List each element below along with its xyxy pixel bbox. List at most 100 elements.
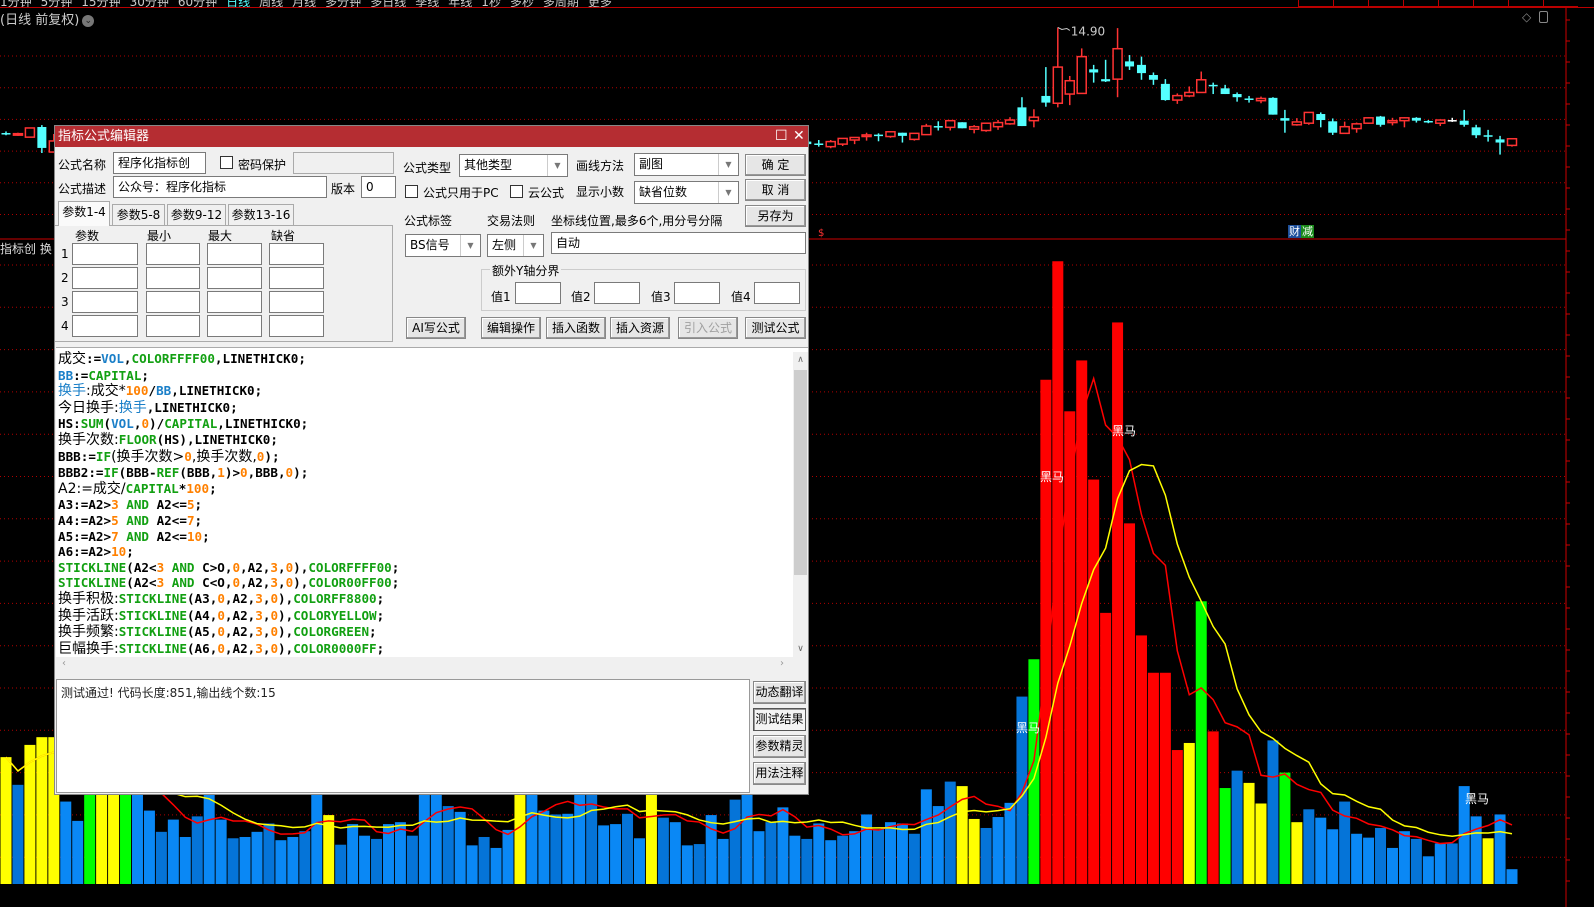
restore-icon[interactable]: ☐ <box>775 128 788 144</box>
period-tab[interactable]: 年线 <box>448 0 473 7</box>
code-editor[interactable]: 成交:=VOL,COLORFFFF00,LINETHICK0; BB:=CAPIT… <box>56 347 808 672</box>
panel-toggle-icon[interactable] <box>1539 11 1549 23</box>
param-cell-input[interactable] <box>269 267 324 289</box>
param-cell-input[interactable] <box>146 291 200 313</box>
code-line: 换手:成交*100/BB,LINETHICK0; <box>58 383 793 400</box>
param-cell-input[interactable] <box>207 291 262 313</box>
chevron-down-icon[interactable]: ⌄ <box>82 15 95 27</box>
axis-position-input[interactable]: 自动 <box>551 232 806 254</box>
badge-jian[interactable]: 减 <box>1301 225 1314 238</box>
period-tab[interactable]: 多秒 <box>509 0 534 7</box>
period-tab[interactable]: 季线 <box>415 0 440 7</box>
pc-only-checkbox[interactable] <box>405 185 418 198</box>
ai-write-button[interactable]: AI写公式 <box>406 317 466 339</box>
period-tab[interactable]: 1秒 <box>481 0 501 7</box>
turnover-bar <box>1315 817 1327 884</box>
param-cell-input[interactable] <box>269 291 324 313</box>
param-cell-input[interactable] <box>72 243 138 265</box>
y-value-1-input[interactable] <box>515 282 561 304</box>
period-tab[interactable]: 5分钟 <box>40 0 73 7</box>
top-tab[interactable] <box>1333 0 1368 7</box>
dynamic-translate-button[interactable]: 动态翻译 <box>753 681 806 704</box>
period-tab[interactable]: 月线 <box>292 0 317 7</box>
scroll-down-icon[interactable]: ∨ <box>797 644 804 654</box>
y-value-3-input[interactable] <box>674 282 720 304</box>
scroll-up-icon[interactable]: ∧ <box>797 355 804 365</box>
param-cell-input[interactable] <box>146 243 200 265</box>
turnover-bar <box>908 833 920 884</box>
tab-params-13-16[interactable]: 参数13-16 <box>228 204 294 226</box>
param-cell-input[interactable] <box>146 315 200 337</box>
top-tab[interactable] <box>1368 0 1403 7</box>
cancel-button[interactable]: 取 消 <box>745 179 806 201</box>
trade-rule-select[interactable]: 左侧 ▼ <box>487 234 544 257</box>
test-formula-button[interactable]: 测试公式 <box>745 317 806 339</box>
badge-cai[interactable]: 财 <box>1288 225 1301 238</box>
scroll-thumb[interactable] <box>794 370 807 575</box>
top-tab[interactable] <box>1543 0 1578 7</box>
formula-type-select[interactable]: 其他类型 ▼ <box>459 154 568 177</box>
formula-desc-input[interactable]: 公众号：程序化指标 <box>113 176 327 198</box>
param-cell-input[interactable] <box>72 267 138 289</box>
period-tab[interactable]: 周线 <box>259 0 284 7</box>
horizontal-scrollbar[interactable]: ‹ › <box>56 657 808 672</box>
param-cell-input[interactable] <box>207 315 262 337</box>
code-text[interactable]: 成交:=VOL,COLORFFFF00,LINETHICK0; BB:=CAPIT… <box>58 351 793 656</box>
param-cell-input[interactable] <box>269 243 324 265</box>
period-tab[interactable]: 日线 <box>226 0 251 7</box>
param-wizard-button[interactable]: 参数精灵 <box>753 735 806 758</box>
turnover-bar <box>502 829 514 884</box>
edit-ops-button[interactable]: 编辑操作 <box>481 317 541 339</box>
tab-params-9-12[interactable]: 参数9-12 <box>167 204 226 226</box>
period-tab[interactable]: 1分钟 <box>0 0 32 7</box>
usage-notes-button[interactable]: 用法注释 <box>753 762 806 785</box>
period-tab[interactable]: 30分钟 <box>129 0 169 7</box>
top-tab[interactable] <box>1298 0 1333 7</box>
insert-function-button[interactable]: 插入函数 <box>546 317 606 339</box>
code-token: VOL <box>101 351 124 366</box>
draw-method-select[interactable]: 副图 ▼ <box>634 153 739 176</box>
param-cell-input[interactable] <box>72 315 138 337</box>
ok-button[interactable]: 确 定 <box>745 154 806 176</box>
period-tab[interactable]: 60分钟 <box>177 0 218 7</box>
turnover-bar <box>72 820 84 884</box>
param-cell-input[interactable] <box>72 291 138 313</box>
cloud-checkbox[interactable] <box>510 185 523 198</box>
scroll-left-icon[interactable]: ‹ <box>62 658 66 669</box>
top-tab[interactable] <box>1403 0 1438 7</box>
turnover-bar <box>263 823 275 884</box>
dialog-title-bar[interactable]: 指标公式编辑器 ☐ ✕ <box>55 126 808 147</box>
tag-select[interactable]: BS信号 ▼ <box>405 234 481 257</box>
period-tab[interactable]: 多分钟 <box>325 0 362 7</box>
top-tab[interactable] <box>1438 0 1473 7</box>
top-tab[interactable] <box>1473 0 1508 7</box>
version-input[interactable]: 0 <box>361 176 396 198</box>
param-cell-input[interactable] <box>207 267 262 289</box>
period-title[interactable]: (日线 前复权) ⌄ <box>0 9 95 28</box>
save-as-button[interactable]: 另存为 <box>745 205 806 227</box>
indicator-label: 指标创 换 <box>0 240 52 257</box>
decimal-select[interactable]: 缺省位数 ▼ <box>634 181 739 204</box>
param-cell-input[interactable] <box>146 267 200 289</box>
diamond-icon[interactable]: ◇ <box>1522 10 1532 24</box>
period-tab[interactable]: 更多 <box>587 0 612 7</box>
password-checkbox[interactable] <box>220 156 233 169</box>
period-tab[interactable]: 多周期 <box>542 0 579 7</box>
formula-name-input[interactable]: 程序化指标创 <box>113 152 206 174</box>
vertical-scrollbar[interactable]: ∧ ∨ <box>793 352 808 657</box>
top-tab[interactable] <box>1508 0 1543 7</box>
period-tab[interactable]: 15分钟 <box>81 0 121 7</box>
param-cell-input[interactable] <box>207 243 262 265</box>
period-tab[interactable]: 多日线 <box>370 0 407 7</box>
insert-resource-button[interactable]: 插入资源 <box>610 317 670 339</box>
code-token: ); <box>293 465 309 481</box>
tab-params-5-8[interactable]: 参数5-8 <box>112 204 165 226</box>
close-icon[interactable]: ✕ <box>793 128 805 144</box>
test-result-button[interactable]: 测试结果 <box>753 708 806 731</box>
tab-params-1-4[interactable]: 参数1-4 <box>58 201 110 226</box>
y-value-4-input[interactable] <box>754 282 800 304</box>
scroll-right-icon[interactable]: › <box>780 658 784 669</box>
y-value-2-input[interactable] <box>594 282 640 304</box>
param-cell-input[interactable] <box>269 315 324 337</box>
